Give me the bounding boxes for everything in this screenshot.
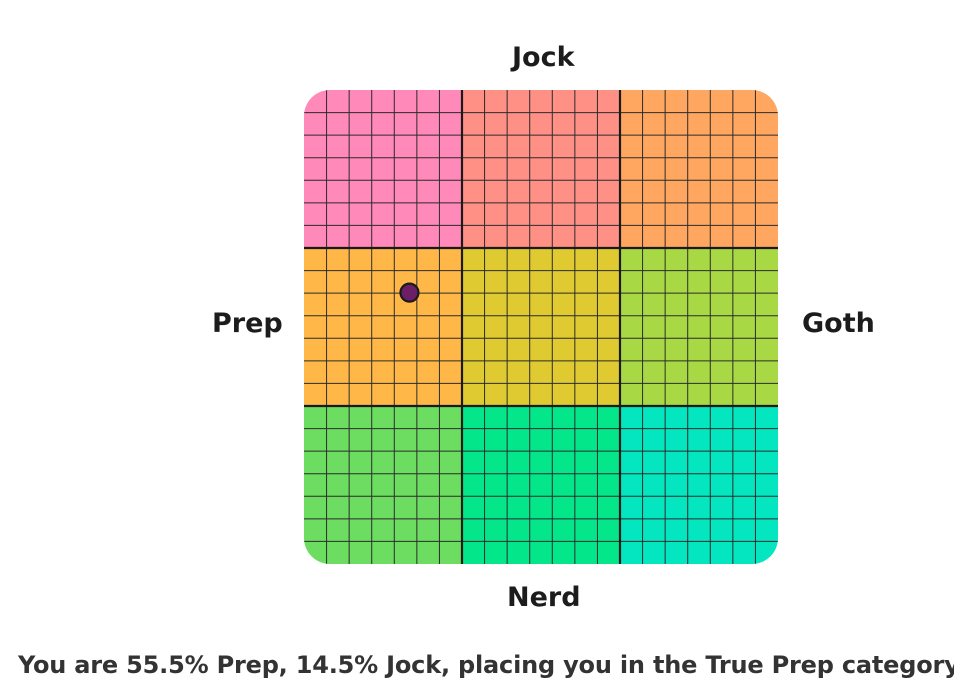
region-2-0 <box>304 406 462 564</box>
region-1-1 <box>462 248 620 406</box>
region-2-2 <box>620 406 778 564</box>
axis-label-left: Prep <box>212 308 283 339</box>
compass-chart-svg <box>304 90 778 564</box>
region-0-2 <box>620 90 778 248</box>
result-summary: You are 55.5% Prep, 14.5% Jock, placing … <box>18 651 954 679</box>
compass-chart <box>304 90 778 564</box>
axis-label-bottom: Nerd <box>507 582 581 613</box>
region-0-0 <box>304 90 462 248</box>
result-point <box>399 282 420 303</box>
region-0-1 <box>462 90 620 248</box>
axis-label-right: Goth <box>802 308 875 339</box>
axis-label-top: Jock <box>512 42 575 73</box>
region-2-1 <box>462 406 620 564</box>
region-1-2 <box>620 248 778 406</box>
region-1-0 <box>304 248 462 406</box>
